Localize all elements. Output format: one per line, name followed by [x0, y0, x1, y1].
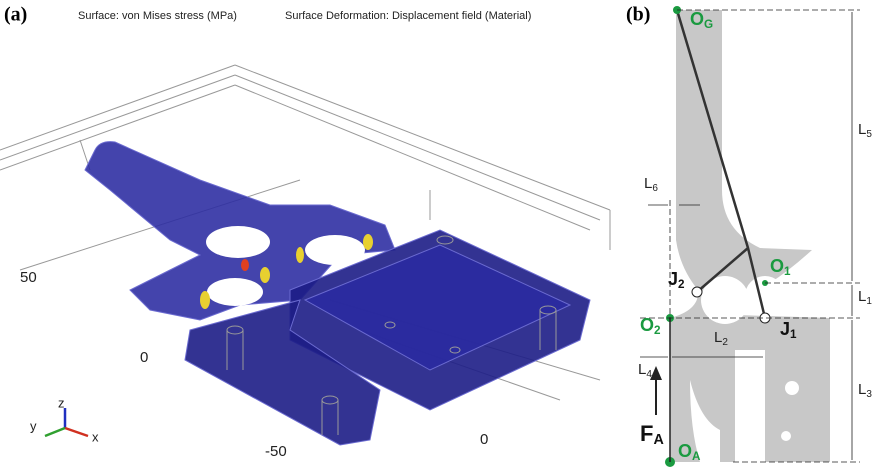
- mechanism: [640, 6, 860, 467]
- dim-label: L6: [644, 175, 658, 194]
- dim-sub: 3: [866, 389, 872, 400]
- stress-body: [85, 142, 590, 445]
- hole: [207, 278, 263, 306]
- dim-sub: 6: [652, 183, 658, 194]
- point-label-sub: A: [692, 450, 701, 463]
- axis-label: 0: [140, 349, 148, 366]
- point-label-sub: 1: [790, 328, 797, 341]
- point-label-base: O: [640, 315, 654, 335]
- hole: [206, 226, 270, 258]
- dim-sub: 2: [722, 337, 728, 348]
- dim-label: L3: [858, 381, 872, 400]
- point-label-sub: 1: [784, 265, 791, 278]
- dim-base: L: [644, 175, 652, 192]
- dim-base: L: [714, 329, 722, 346]
- triad-label: x: [92, 429, 99, 444]
- dim-base: L: [638, 361, 646, 378]
- dim-label: L4: [638, 361, 652, 380]
- point-label-base: O: [770, 256, 784, 276]
- point-label-sub: 2: [678, 278, 685, 291]
- dim-base: L: [858, 121, 866, 138]
- hole: [305, 235, 365, 265]
- axis-triad: [45, 408, 88, 436]
- force-label: FA: [640, 421, 664, 448]
- caption: Surface: von Mises stress (MPa): [78, 10, 237, 22]
- point-label-sub: 2: [654, 324, 661, 337]
- point-label: O2: [640, 315, 661, 337]
- point-label-base: J: [668, 269, 678, 289]
- point-label-base: O: [690, 9, 704, 29]
- dim-label: L5: [858, 121, 872, 140]
- dim-sub: 5: [866, 129, 872, 140]
- dim-base: L: [858, 381, 866, 398]
- point-label-base: J: [780, 319, 790, 339]
- triad-label: y: [30, 418, 37, 433]
- force-label-sub: A: [653, 432, 663, 448]
- point-label-sub: G: [704, 18, 713, 31]
- force-label-base: F: [640, 421, 653, 446]
- figure: (a) Surface: von Mises stress (MPa) Surfac…: [0, 0, 877, 469]
- axis-label: 0: [480, 431, 488, 448]
- point-label-base: O: [678, 441, 692, 461]
- dim-label: L1: [858, 288, 872, 307]
- dim-base: L: [858, 288, 866, 305]
- caption: Surface Deformation: Displacement field …: [285, 10, 531, 22]
- axis-label: 50: [20, 269, 37, 286]
- point-label: J2: [668, 269, 685, 291]
- panel-label: (a): [4, 4, 27, 26]
- dim-sub: 1: [866, 296, 872, 307]
- triad-label: z: [58, 395, 65, 410]
- panel-label: (b): [626, 4, 650, 26]
- dim-sub: 4: [646, 369, 652, 380]
- axis-label: -50: [265, 443, 287, 460]
